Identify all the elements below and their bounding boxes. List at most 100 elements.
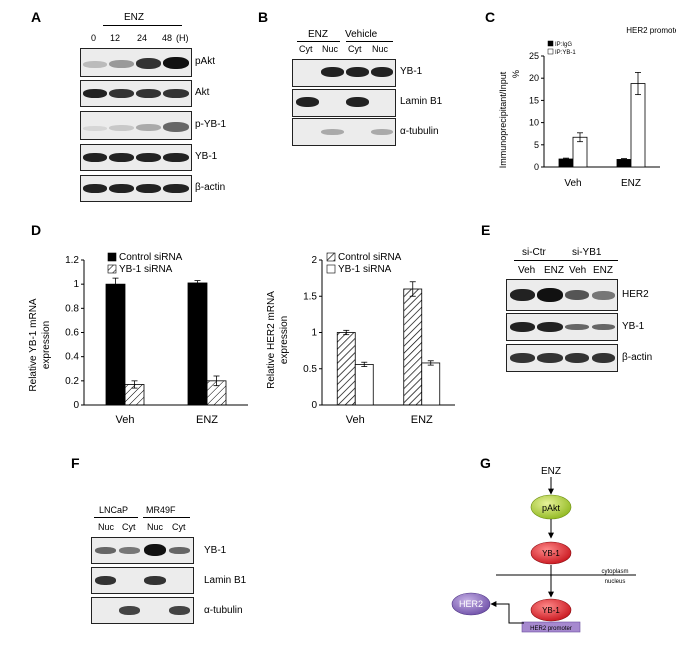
panel-a-lane: 24 xyxy=(137,33,148,43)
blot-e-label: HER2 xyxy=(622,289,649,300)
x-category-label: ENZ xyxy=(621,178,641,189)
panel-f-group-line xyxy=(143,517,190,518)
panel-label-g: G xyxy=(480,455,491,471)
chart-c: HER2 promoter Immunoprecipitant/Input % … xyxy=(498,26,676,189)
blot-e-bactin xyxy=(506,344,618,372)
blot-a-yb1 xyxy=(80,144,192,171)
legend-c-swatch xyxy=(547,48,554,55)
y-tick-label: 0.5 xyxy=(303,364,317,375)
legend-swatch xyxy=(326,264,336,274)
legend-label: YB-1 siRNA xyxy=(119,264,173,275)
blot-a-label: p-YB-1 xyxy=(195,119,227,130)
panel-label-c: C xyxy=(485,9,496,25)
panel-a-lane: 0 xyxy=(91,33,97,43)
panel-e-group-line xyxy=(514,260,566,261)
blot-e-label: YB-1 xyxy=(622,321,645,332)
panel-b-group: Vehicle xyxy=(345,29,378,40)
legend-label: YB-1 siRNA xyxy=(338,264,392,275)
bar xyxy=(630,83,646,168)
y-tick-label: 0.8 xyxy=(65,303,79,314)
panel-b-lane: Nuc xyxy=(322,44,339,54)
legend-swatch xyxy=(326,252,336,262)
panel-f-group-line xyxy=(94,517,138,518)
chart-d-right: Relative HER2 mRNA expression 0 0.5 1 1.5 2 V… xyxy=(266,252,455,426)
blot-b-laminb1 xyxy=(292,89,396,117)
bar xyxy=(336,332,356,406)
panel-b-lane: Cyt xyxy=(348,44,362,54)
x-category-label: ENZ xyxy=(411,414,433,426)
blot-e-her2 xyxy=(506,279,618,311)
chart-d-left-ylabel-line2: expression xyxy=(41,321,52,369)
blot-a-pakt xyxy=(80,48,192,77)
legend-swatch xyxy=(107,252,117,262)
blot-e-yb1 xyxy=(506,313,618,341)
y-tick-label: 2 xyxy=(311,255,317,266)
diagram-g-enz: ENZ xyxy=(541,466,561,477)
y-tick-label: 0 xyxy=(534,162,539,172)
node-her2 xyxy=(451,592,491,616)
her2-promoter-label: HER2 promoter xyxy=(530,626,572,632)
node-her2-label: HER2 xyxy=(459,599,483,609)
blot-a-label: Akt xyxy=(195,87,210,98)
chart-c-yunit: % xyxy=(511,70,521,78)
panel-a-lane: 12 xyxy=(110,33,121,43)
blot-f-laminb1 xyxy=(91,567,194,594)
chart-d-left-ylabel-line1: Relative YB-1 mRNA xyxy=(28,298,39,392)
panel-f-lane: Cyt xyxy=(172,522,186,532)
blot-a-akt xyxy=(80,80,192,107)
panel-e-lane: Veh xyxy=(518,265,536,276)
blot-b-tubulin xyxy=(292,118,396,146)
blot-b-yb1 xyxy=(292,59,396,87)
panel-f-lane: Nuc xyxy=(147,522,164,532)
bar xyxy=(403,288,423,406)
blot-f-yb1 xyxy=(91,537,194,564)
nucleus-label: nucleus xyxy=(605,579,626,585)
panel-f-group: LNCaP xyxy=(99,505,129,515)
x-category-label: Veh xyxy=(116,414,135,426)
panel-f-group: MR49F xyxy=(146,505,176,515)
panel-f-lane: Nuc xyxy=(98,522,115,532)
blot-a-label: pAkt xyxy=(195,56,216,67)
blot-f-tubulin xyxy=(91,597,194,624)
panel-a-lane-unit: (H) xyxy=(176,33,189,43)
blot-a-pyb1 xyxy=(80,111,192,140)
node-yb1-nucleus-label: YB-1 xyxy=(542,606,560,615)
y-tick-label: 0.6 xyxy=(65,328,79,339)
her2-promoter-box xyxy=(521,621,581,633)
panel-f-lane: Cyt xyxy=(122,522,136,532)
panel-a-header-line xyxy=(103,25,182,26)
y-tick-label: 25 xyxy=(529,51,539,61)
legend-swatch xyxy=(107,264,117,274)
blot-b-label: Lamin B1 xyxy=(400,96,443,107)
blot-a-bactin xyxy=(80,175,192,202)
panel-label-d: D xyxy=(31,222,42,238)
node-yb1-nucleus xyxy=(530,598,572,622)
y-tick-label: 0 xyxy=(311,400,317,411)
y-tick-label: 10 xyxy=(529,118,539,128)
arrow-promoter-her2 xyxy=(490,601,524,624)
panel-e-lane: Veh xyxy=(569,265,587,276)
bar xyxy=(105,283,126,406)
node-yb1-cytoplasm xyxy=(530,541,572,565)
panel-b-lane: Cyt xyxy=(299,44,313,54)
y-tick-label: 1.5 xyxy=(303,291,317,302)
legend-c-swatch xyxy=(547,40,554,47)
blot-f-label: Lamin B1 xyxy=(204,575,247,586)
panel-label-e: E xyxy=(481,222,491,238)
panel-b-group: ENZ xyxy=(308,29,328,40)
y-tick-label: 20 xyxy=(529,73,539,83)
panel-e-group: si-YB1 xyxy=(572,247,602,258)
blot-b-label: α-tubulin xyxy=(400,126,439,137)
chart-c-title: HER2 promoter xyxy=(626,26,676,35)
bar xyxy=(187,282,208,406)
y-tick-label: 0.4 xyxy=(65,352,79,363)
x-category-label: Veh xyxy=(346,414,365,426)
bar xyxy=(421,362,441,406)
panel-a-header: ENZ xyxy=(124,12,144,23)
cytoplasm-label: cytoplasm xyxy=(601,569,628,575)
legend-c-label: IP:IgG xyxy=(555,42,572,48)
panel-e-group-line xyxy=(566,260,618,261)
panel-b-group-line xyxy=(346,41,393,42)
y-tick-label: 1.2 xyxy=(65,255,79,266)
panel-e-lane: ENZ xyxy=(593,265,613,276)
